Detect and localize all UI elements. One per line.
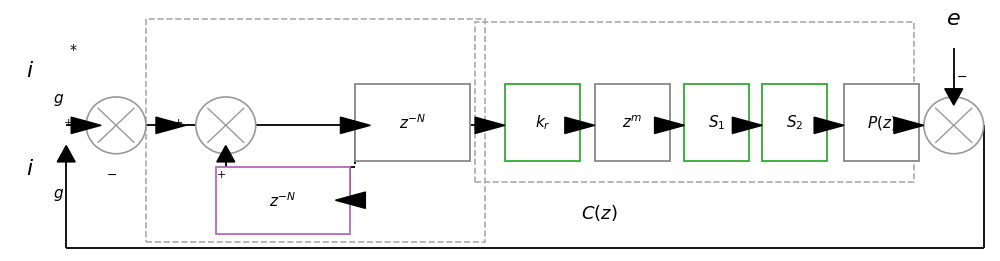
Polygon shape (217, 146, 235, 162)
Bar (684, 84, 749, 162)
Bar (475, 22, 914, 182)
Polygon shape (335, 192, 365, 208)
Text: $k_r$: $k_r$ (535, 113, 550, 132)
Bar (505, 84, 580, 162)
Text: $S_1$: $S_1$ (708, 113, 726, 132)
Bar (216, 167, 350, 234)
Bar (146, 20, 485, 241)
Bar (595, 84, 670, 162)
Text: $z^{-N}$: $z^{-N}$ (399, 113, 426, 132)
Text: $+$: $+$ (173, 117, 183, 128)
Text: $z^{-N}$: $z^{-N}$ (269, 191, 297, 210)
Text: $z^{m}$: $z^{m}$ (622, 115, 642, 131)
Text: $S_2$: $S_2$ (786, 113, 803, 132)
Text: $C(z)$: $C(z)$ (581, 203, 618, 223)
Bar (355, 84, 470, 162)
Text: $*$: $*$ (69, 41, 78, 55)
Polygon shape (57, 146, 75, 162)
Text: $g$: $g$ (53, 187, 64, 203)
Polygon shape (894, 117, 924, 133)
Polygon shape (732, 117, 762, 133)
Polygon shape (945, 89, 963, 105)
Text: $i$: $i$ (26, 159, 34, 179)
Polygon shape (655, 117, 684, 133)
Polygon shape (156, 117, 186, 133)
Bar (844, 84, 919, 162)
Polygon shape (340, 117, 370, 133)
Polygon shape (71, 117, 101, 133)
Bar (762, 84, 827, 162)
Text: $+$: $+$ (216, 169, 226, 180)
Text: $i$: $i$ (26, 61, 34, 81)
Text: $e$: $e$ (946, 9, 961, 29)
Text: $-$: $-$ (956, 70, 967, 83)
Polygon shape (814, 117, 844, 133)
Text: $+$: $+$ (63, 117, 73, 128)
Text: $g$: $g$ (53, 92, 64, 108)
Text: $-$: $-$ (106, 168, 117, 181)
Polygon shape (565, 117, 595, 133)
Polygon shape (475, 117, 505, 133)
Text: $P(z)$: $P(z)$ (867, 114, 896, 132)
